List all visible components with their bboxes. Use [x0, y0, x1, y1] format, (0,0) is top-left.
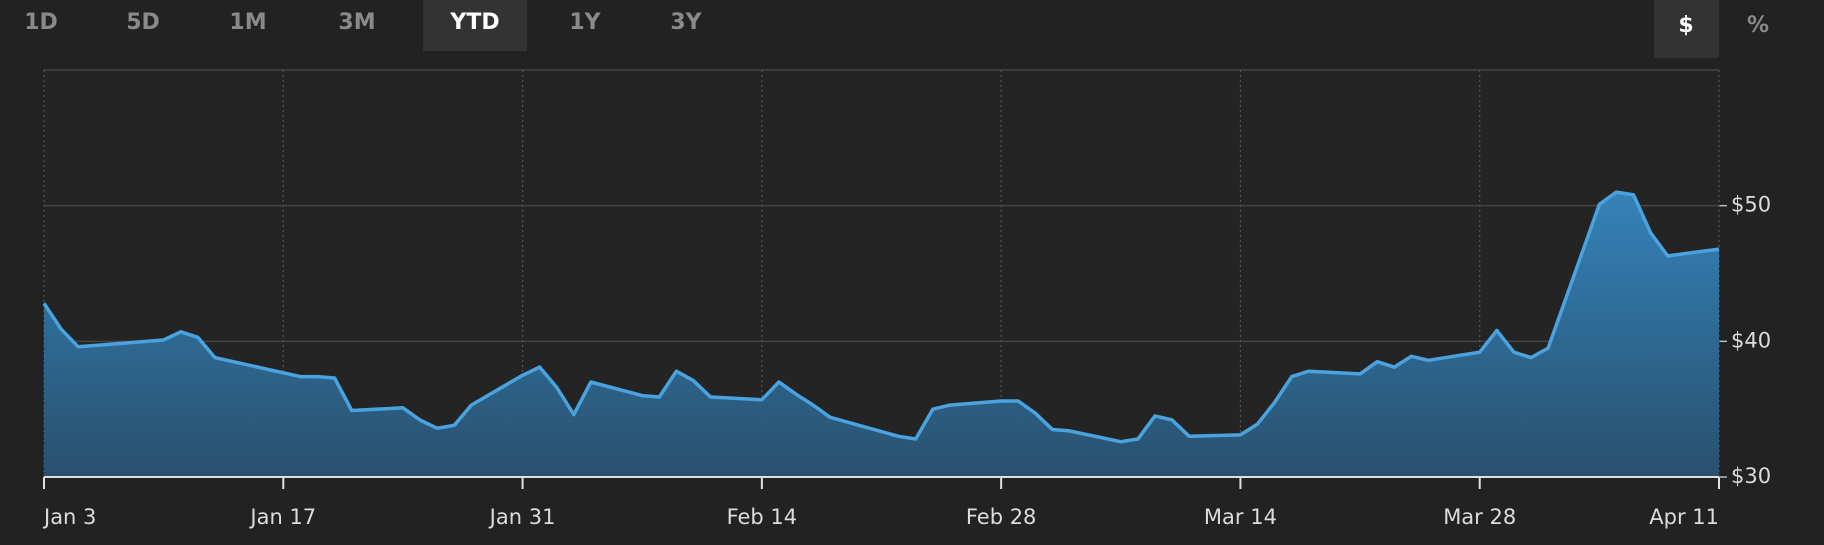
range-button[interactable]: YTD: [449, 10, 499, 35]
range-button[interactable]: 3Y: [670, 10, 702, 35]
range-button[interactable]: 1D: [24, 10, 58, 35]
x-tick-label: Jan 31: [488, 505, 556, 529]
y-tick-label: $40: [1731, 328, 1771, 352]
x-tick-label: Feb 14: [727, 505, 798, 529]
unit-button-bg: [1654, 0, 1719, 58]
x-tick-label: Mar 28: [1443, 505, 1516, 529]
range-button[interactable]: 1M: [229, 10, 266, 35]
x-tick-label: Mar 14: [1204, 505, 1277, 529]
unit-button[interactable]: %: [1747, 13, 1769, 38]
y-tick-label: $30: [1731, 464, 1771, 488]
area: [44, 192, 1719, 477]
unit-button[interactable]: $: [1678, 13, 1693, 38]
range-button[interactable]: 1Y: [569, 10, 601, 35]
y-tick-label: $50: [1731, 193, 1771, 217]
x-tick-label: Jan 3: [42, 505, 96, 529]
line: [42, 190, 1720, 444]
range-button[interactable]: 5D: [126, 10, 160, 35]
range-button-bg: [423, 0, 527, 51]
x-tick-label: Feb 28: [966, 505, 1037, 529]
range-button[interactable]: 3M: [338, 10, 375, 35]
x-tick-label: Apr 11: [1649, 505, 1719, 529]
x-tick-label: Jan 17: [248, 505, 316, 529]
